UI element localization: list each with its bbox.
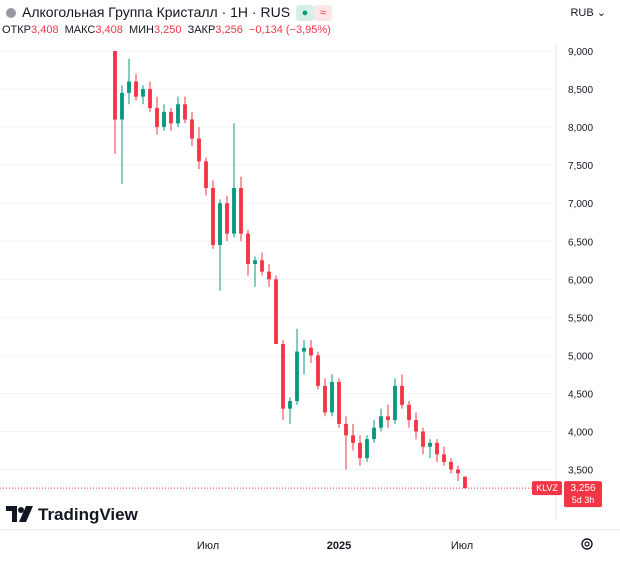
candle-body[interactable]: [393, 385, 397, 421]
open-label: ОТКР: [2, 24, 32, 36]
ohlc-legend: ОТКР3,408 МАКС3,408 МИН3,250 ЗАКР3,256 −…: [2, 24, 334, 36]
market-status-icon[interactable]: ●: [296, 5, 314, 21]
candle-body[interactable]: [372, 427, 376, 440]
candle-body[interactable]: [239, 187, 243, 234]
y-tick-label: 5,000: [568, 351, 593, 362]
y-tick-label: 7,000: [568, 199, 593, 210]
candle-body[interactable]: [400, 385, 404, 405]
candle-body[interactable]: [176, 104, 180, 124]
y-tick-label: 4,000: [568, 428, 593, 439]
x-tick-label: 2025: [327, 540, 351, 552]
currency-selector[interactable]: RUB ⌄: [570, 6, 606, 19]
candle-body[interactable]: [358, 442, 362, 459]
candle-body[interactable]: [309, 347, 313, 356]
y-tick-label: 8,000: [568, 123, 593, 134]
candle-body[interactable]: [414, 420, 418, 432]
candle-body[interactable]: [183, 104, 187, 120]
change-value: −0,134 (−3,95%): [248, 24, 331, 36]
candle-body[interactable]: [288, 401, 292, 409]
brand-name: TradingView: [38, 505, 138, 524]
dot-icon: [6, 8, 16, 18]
candle-body[interactable]: [148, 89, 152, 109]
candle-body[interactable]: [204, 161, 208, 188]
candle-body[interactable]: [120, 92, 124, 120]
currency-label: RUB: [570, 7, 594, 19]
price-tag: [564, 481, 602, 508]
high-label: МАКС: [64, 24, 96, 36]
candle-body[interactable]: [449, 461, 453, 470]
candle-body[interactable]: [295, 351, 299, 402]
y-tick-label: 4,500: [568, 389, 593, 400]
high-value: 3,408: [95, 24, 123, 36]
candle-body[interactable]: [330, 382, 334, 413]
y-tick-label: 6,500: [568, 237, 593, 248]
candle-body[interactable]: [225, 203, 229, 234]
candle-body[interactable]: [379, 416, 383, 428]
candle-body[interactable]: [302, 347, 306, 352]
y-tick-label: 7,500: [568, 161, 593, 172]
low-value: 3,250: [153, 24, 182, 36]
x-tick-label: Июл: [197, 540, 219, 552]
candle-body[interactable]: [113, 51, 117, 120]
close-label: ЗАКР: [187, 24, 216, 36]
ticker-label: KLVZ: [536, 483, 558, 493]
low-label: МИН: [128, 24, 154, 36]
candle-body[interactable]: [127, 81, 131, 93]
y-tick-label: 6,000: [568, 275, 593, 286]
candle-body[interactable]: [141, 89, 145, 97]
price-tag-value: 3,256: [570, 483, 595, 494]
symbol-title[interactable]: Алкогольная Группа Кристалл · 1H · RUS: [22, 4, 291, 20]
y-tick-label: 8,500: [568, 85, 593, 96]
candle-body[interactable]: [337, 382, 341, 424]
candle-body[interactable]: [134, 81, 138, 97]
candle-body[interactable]: [316, 355, 320, 386]
x-tick-label: Июл: [451, 540, 473, 552]
tradingview-logo-icon: [6, 506, 33, 522]
y-tick-label: 5,500: [568, 313, 593, 324]
candle-body[interactable]: [211, 187, 215, 246]
y-tick-label: 9,000: [568, 47, 593, 58]
candle-body[interactable]: [169, 111, 173, 124]
approx-icon[interactable]: ≈: [314, 5, 332, 21]
candle-body[interactable]: [435, 442, 439, 455]
chevron-down-icon: ⌄: [596, 7, 606, 19]
candle-body[interactable]: [386, 416, 390, 421]
candle-body[interactable]: [197, 138, 201, 162]
price-tag-countdown: 5d 3h: [572, 495, 595, 505]
candle-body[interactable]: [281, 343, 285, 409]
candle-body[interactable]: [442, 454, 446, 462]
candle-body[interactable]: [218, 203, 222, 246]
candle-body[interactable]: [260, 260, 264, 272]
settings-icon[interactable]: [580, 537, 594, 551]
candle-body[interactable]: [351, 435, 355, 443]
chart-header: Алкогольная Группа Кристалл · 1H · RUS ●…: [0, 0, 620, 44]
candle-body[interactable]: [155, 108, 159, 128]
candle-body[interactable]: [274, 279, 278, 344]
close-value: 3,256: [215, 24, 243, 36]
candle-body[interactable]: [428, 442, 432, 447]
candle-body[interactable]: [421, 431, 425, 447]
candle-body[interactable]: [456, 469, 460, 474]
candle-body[interactable]: [253, 260, 257, 265]
candle-body[interactable]: [246, 233, 250, 265]
candle-body[interactable]: [162, 111, 166, 128]
candle-body[interactable]: [365, 439, 369, 459]
candle-body[interactable]: [323, 385, 327, 413]
candle-body[interactable]: [267, 271, 271, 280]
candle-body[interactable]: [190, 119, 194, 139]
ticker-tag: [532, 481, 562, 496]
candle-body[interactable]: [232, 187, 236, 234]
candle-body[interactable]: [344, 423, 348, 436]
candle-body[interactable]: [463, 476, 467, 489]
open-value: 3,408: [31, 24, 59, 36]
candle-body[interactable]: [407, 404, 411, 421]
y-tick-label: 3,500: [568, 466, 593, 477]
